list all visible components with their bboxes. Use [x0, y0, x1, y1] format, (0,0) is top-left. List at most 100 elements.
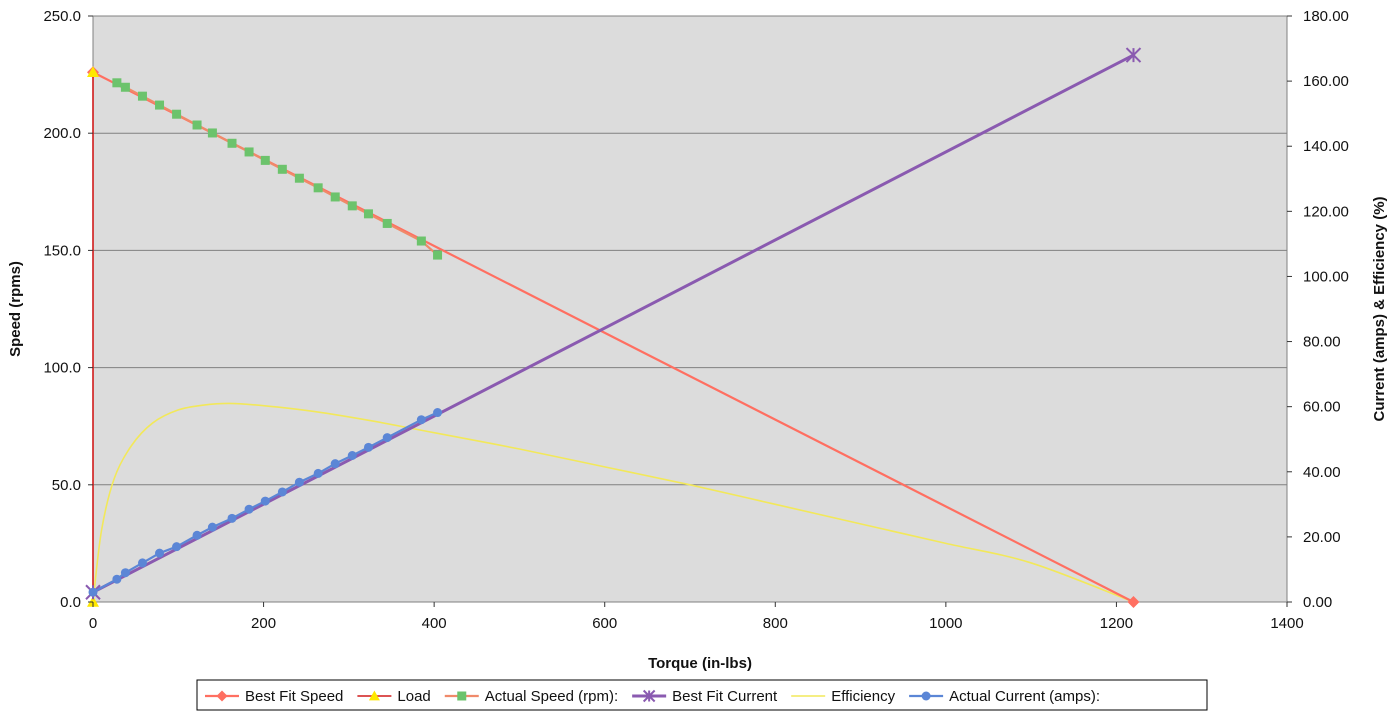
y2-tick-label-9: 180.00: [1303, 8, 1349, 25]
y2-axis-ticks: 0.00 20.00 40.00 60.00 80.00 100.00 120.00 140.…: [1287, 8, 1349, 611]
legend-label-actual-current-amps: Actual Current (amps):: [949, 688, 1100, 705]
point-actual-speed-rpm-18: [433, 250, 443, 260]
point-actual-current-amps-0: [88, 587, 98, 597]
point-actual-speed-rpm-10: [277, 164, 287, 174]
point-actual-current-amps-17: [382, 433, 392, 443]
point-actual-speed-rpm-8: [244, 147, 254, 157]
point-actual-current-amps-8: [227, 513, 237, 523]
point-load-1: [87, 596, 99, 607]
point-actual-current-amps-16: [363, 442, 373, 452]
point-actual-current-amps-1: [112, 574, 122, 584]
point-actual-current-amps-11: [277, 487, 287, 497]
y2-tick-label-2: 40.00: [1303, 464, 1341, 481]
legend-item-best-fit-speed: Best Fit Speed: [205, 688, 343, 705]
y-tick-label-2: 100.0: [43, 360, 81, 377]
y2-axis-title: Current (amps) & Efficiency (%): [1371, 196, 1388, 421]
series-actual-current-amps: [88, 408, 443, 597]
point-actual-speed-rpm-11: [294, 173, 304, 183]
point-actual-current-amps-2: [120, 568, 130, 578]
x-tick-label-1: 200: [251, 615, 276, 632]
point-actual-current-amps-12: [294, 477, 304, 487]
point-actual-speed-rpm-14: [347, 201, 357, 211]
x-tick-label-6: 1200: [1100, 615, 1133, 632]
point-actual-speed-rpm-15: [363, 209, 373, 219]
y2-tick-label-3: 60.00: [1303, 399, 1341, 416]
point-actual-speed-rpm-6: [207, 128, 217, 138]
point-actual-current-amps-18: [416, 415, 426, 425]
legend: Best Fit Speed Load Actual Speed (rpm): Bes…: [205, 688, 1100, 705]
series-efficiency: [92, 402, 1134, 603]
series-line-efficiency: [92, 402, 1134, 603]
point-actual-speed-rpm-13: [330, 192, 340, 202]
x-axis-title: Torque (in-lbs): [648, 655, 752, 672]
x-tick-label-7: 1400: [1270, 615, 1303, 632]
x-axis-ticks: 0 200 400 600 800 1000 1200 1400: [89, 602, 1304, 632]
legend-item-best-fit-current: Best Fit Current: [632, 688, 778, 705]
point-actual-current-amps-10: [260, 496, 270, 506]
legend-swatch-marker-best-fit-current: [642, 689, 656, 703]
y-tick-label-3: 150.0: [43, 242, 81, 259]
point-actual-current-amps-4: [155, 548, 165, 558]
legend-item-actual-current-amps: Actual Current (amps):: [909, 688, 1100, 705]
point-actual-current-amps-7: [207, 522, 217, 532]
y2-tick-label-4: 80.00: [1303, 334, 1341, 351]
legend-item-load: Load: [357, 688, 431, 705]
y2-tick-label-0: 0.00: [1303, 594, 1332, 611]
point-actual-current-amps-9: [244, 504, 254, 514]
legend-box: [196, 679, 1208, 711]
point-actual-speed-rpm-4: [172, 109, 182, 119]
x-tick-label-0: 0: [89, 615, 97, 632]
y-tick-label-4: 200.0: [43, 125, 81, 142]
x-tick-label-4: 800: [763, 615, 788, 632]
point-actual-current-amps-13: [313, 468, 323, 478]
point-actual-speed-rpm-5: [192, 120, 202, 130]
series-actual-speed-rpm: [112, 78, 443, 260]
legend-label-best-fit-speed: Best Fit Speed: [245, 688, 343, 705]
point-actual-current-amps-15: [347, 451, 357, 460]
legend-item-efficiency: Efficiency: [791, 688, 896, 705]
point-actual-speed-rpm-16: [382, 218, 392, 228]
x-tick-label-3: 600: [592, 615, 617, 632]
point-actual-speed-rpm-1: [120, 82, 130, 92]
point-actual-current-amps-19: [433, 408, 443, 418]
x-tick-label-2: 400: [422, 615, 447, 632]
legend-swatch-marker-actual-speed-rpm: [457, 691, 467, 701]
series-layer: [85, 47, 1142, 608]
point-actual-speed-rpm-12: [313, 183, 323, 193]
point-actual-speed-rpm-0: [112, 78, 122, 88]
series-load: [87, 66, 99, 607]
y2-tick-label-6: 120.00: [1303, 203, 1349, 220]
y-axis-ticks: 0.0 50.0 100.0 150.0 200.0 250.0: [43, 8, 93, 611]
legend-label-actual-speed-rpm: Actual Speed (rpm):: [485, 688, 618, 705]
point-actual-speed-rpm-3: [155, 100, 165, 110]
legend-swatch-marker-actual-current-amps: [921, 691, 931, 701]
legend-label-efficiency: Efficiency: [831, 688, 895, 705]
point-actual-speed-rpm-7: [227, 138, 237, 148]
y-tick-label-1: 50.0: [52, 477, 81, 494]
point-best-fit-speed-1: [1127, 596, 1140, 608]
y-tick-label-5: 250.0: [43, 8, 81, 25]
legend-item-actual-speed-rpm: Actual Speed (rpm):: [444, 688, 618, 705]
y2-tick-label-7: 140.00: [1303, 138, 1349, 155]
plot-area: [92, 15, 1288, 603]
legend-swatch-marker-load: [368, 690, 380, 701]
legend-swatch-marker-best-fit-speed: [216, 690, 228, 702]
y2-tick-label-1: 20.00: [1303, 529, 1341, 546]
point-actual-current-amps-6: [192, 530, 202, 540]
point-actual-current-amps-3: [137, 558, 147, 568]
point-best-fit-current-1: [1125, 47, 1142, 63]
legend-label-best-fit-current: Best Fit Current: [672, 688, 778, 705]
y2-tick-label-8: 160.00: [1303, 73, 1349, 90]
point-actual-speed-rpm-9: [260, 155, 270, 165]
y-tick-label-0: 0.0: [60, 594, 81, 611]
point-actual-current-amps-5: [172, 542, 182, 552]
x-tick-label-5: 1000: [929, 615, 962, 632]
point-actual-speed-rpm-17: [416, 236, 426, 246]
y2-tick-label-5: 100.00: [1303, 268, 1349, 285]
point-actual-current-amps-14: [330, 459, 340, 469]
y-axis-title: Speed (rpms): [7, 261, 24, 357]
legend-label-load: Load: [397, 688, 430, 705]
point-load-0: [87, 66, 99, 78]
point-actual-speed-rpm-2: [137, 91, 147, 101]
